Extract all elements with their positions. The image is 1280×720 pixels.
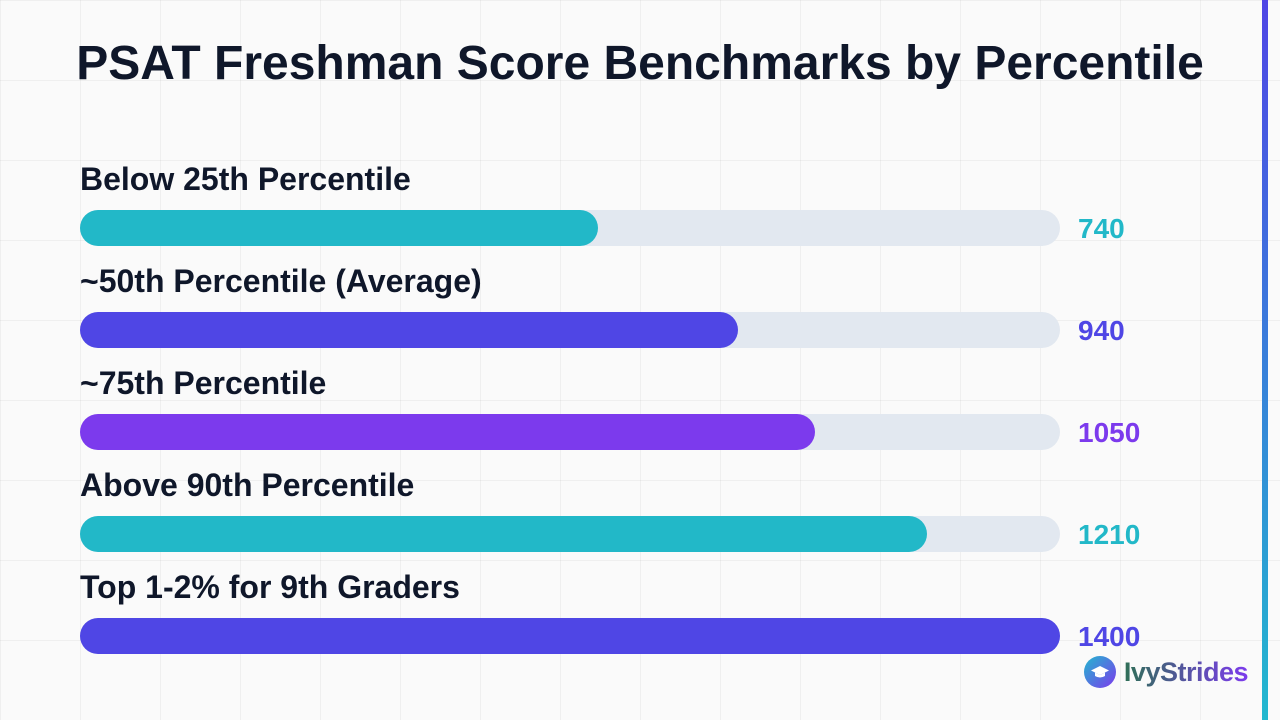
bar-track — [80, 210, 1060, 246]
data-label: 1210 — [1078, 519, 1140, 551]
category-label: Above 90th Percentile — [80, 466, 414, 504]
category-label: Top 1-2% for 9th Graders — [80, 568, 460, 606]
brand-name: IvyStrides — [1124, 657, 1248, 688]
bar-row: Above 90th Percentile 1210 — [80, 466, 1180, 566]
bar-row: Top 1-2% for 9th Graders 1400 — [80, 568, 1180, 668]
right-accent-stripe — [1262, 0, 1268, 720]
bar-track — [80, 414, 1060, 450]
bar — [80, 516, 927, 552]
bar-row: ~50th Percentile (Average) 940 — [80, 262, 1180, 362]
bar-row: Below 25th Percentile 740 — [80, 160, 1180, 260]
bar — [80, 210, 598, 246]
category-label: ~75th Percentile — [80, 364, 326, 402]
graduation-cap-icon — [1084, 656, 1116, 688]
category-label: ~50th Percentile (Average) — [80, 262, 482, 300]
data-label: 740 — [1078, 213, 1125, 245]
bar — [80, 414, 815, 450]
brand-logo: IvyStrides — [1084, 656, 1248, 688]
bar-track — [80, 312, 1060, 348]
category-label: Below 25th Percentile — [80, 160, 411, 198]
bar — [80, 618, 1060, 654]
bar-row: ~75th Percentile 1050 — [80, 364, 1180, 464]
bar-track — [80, 618, 1060, 654]
bar-track — [80, 516, 1060, 552]
data-label: 1050 — [1078, 417, 1140, 449]
data-label: 940 — [1078, 315, 1125, 347]
bar-chart: Below 25th Percentile 740 ~50th Percentile… — [80, 160, 1180, 660]
chart-title: PSAT Freshman Score Benchmarks by Percen… — [0, 36, 1280, 92]
bar — [80, 312, 738, 348]
data-label: 1400 — [1078, 621, 1140, 653]
